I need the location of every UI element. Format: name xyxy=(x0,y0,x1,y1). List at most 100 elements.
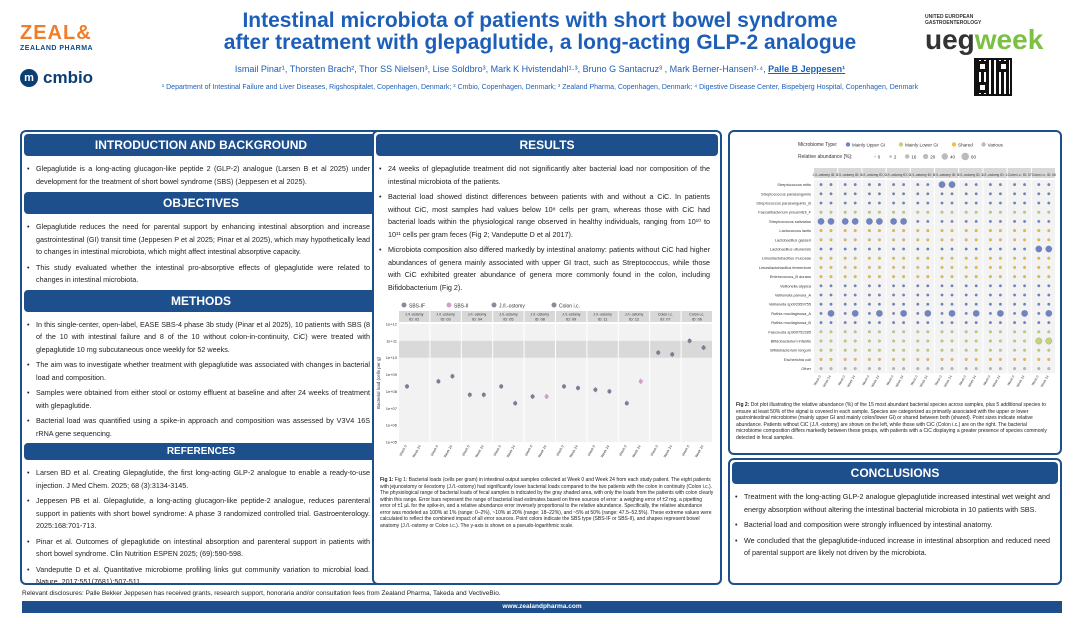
cmbio-wordmark: cmbio xyxy=(43,68,94,87)
fig2-dot-10-4-0 xyxy=(916,275,920,279)
conclusion-item-2: We concluded that the glepaglutide-induc… xyxy=(735,535,1050,560)
fig2-dot-20-0-1 xyxy=(829,367,833,371)
objectives-list: Glepaglutide reduces the need for parent… xyxy=(22,216,380,287)
fig2-dot-9-7-1 xyxy=(999,265,1002,269)
fig2-dot-5-3-0 xyxy=(892,229,896,232)
fig1-strip-group-4: J./I.-ostomy xyxy=(531,313,550,317)
fig2-dot-19-7-0 xyxy=(989,357,992,361)
footer-url-link[interactable]: www.zealandpharma.com xyxy=(22,601,1062,613)
fig2-dot-1-3-1 xyxy=(902,192,906,196)
fig2-dot-10-0-0 xyxy=(819,275,823,279)
qr-code-icon[interactable] xyxy=(974,58,1012,96)
authors: Ismail Pinar¹, Thorsten Brach², Thor SS … xyxy=(150,64,930,74)
fig2-dot-20-8-1 xyxy=(1023,367,1027,371)
fig2-dot-11-4-1 xyxy=(926,284,930,288)
fig2-dot-6-4-0 xyxy=(916,238,920,242)
intro-list: Glepaglutide is a long-acting glucagon-l… xyxy=(22,158,380,188)
fig1-strip-id-0: ID: 02 xyxy=(409,318,419,322)
fig2-dot-15-9-1 xyxy=(1047,321,1051,325)
fig2-dot-17-2-1 xyxy=(877,339,881,343)
fig2-dot-14-6-0 xyxy=(964,311,968,315)
fig2-dot-18-3-0 xyxy=(892,348,896,352)
fig2-chart: Microbiome Type: Mainly Upper GI Mainly Lo… xyxy=(756,142,1056,388)
fig2-strip-4 xyxy=(910,168,934,178)
fig2-dot-15-1-0 xyxy=(843,321,847,325)
fig2-dot-12-0-1 xyxy=(829,293,833,297)
fig2-dot-20-7-0 xyxy=(989,367,992,371)
fig2-col-bg-0 xyxy=(814,180,838,374)
references-list: Larsen BD et al. Creating Glepaglutide, … xyxy=(22,462,380,583)
fig2-dot-1-2-0 xyxy=(867,192,871,196)
fig1-strip-id-5: ID: 09 xyxy=(566,318,576,322)
fig2-dot-2-3-1 xyxy=(902,201,906,205)
fig2-dot-11-9-1 xyxy=(1047,284,1051,288)
fig2-dot-8-2-1 xyxy=(877,256,881,260)
fig2-type-name-3: Various xyxy=(988,143,1004,148)
fig2-dot-4-1-0 xyxy=(841,218,849,225)
fig2-dot-5-1-0 xyxy=(843,229,847,232)
fig1-strip-group-6: J./I.-ostomy xyxy=(593,313,612,317)
conclusion-item-1: Bacterial load and composition were stro… xyxy=(735,519,1050,532)
fig2-dot-16-0-0 xyxy=(819,330,823,334)
fig2-xtick-8-0: Week 0 xyxy=(1006,375,1015,387)
fig2-strip-9 xyxy=(1031,168,1055,178)
fig2-dot-9-4-1 xyxy=(926,265,930,269)
fig2-dot-12-4-0 xyxy=(916,293,920,297)
fig2-dot-13-4-0 xyxy=(916,302,920,306)
fig2-species-7: Lactobacillus ultunensis xyxy=(770,247,811,252)
fig1-legend-marker-2 xyxy=(491,302,497,308)
fig2-dot-0-4-1 xyxy=(926,183,930,186)
fig2-dot-5-7-1 xyxy=(999,229,1002,232)
fig2-dot-0-6-0 xyxy=(964,183,968,186)
fig2-dot-6-3-0 xyxy=(892,238,896,242)
fig1-physio-range-2 xyxy=(461,340,493,358)
fig2-dot-15-4-1 xyxy=(926,321,930,325)
fig2-dot-6-6-1 xyxy=(974,238,978,242)
objectives-heading: OBJECTIVES xyxy=(24,192,378,214)
fig2-dot-20-2-0 xyxy=(867,367,871,371)
fig2-xtick-1-1: Week 24 xyxy=(846,375,856,388)
fig2-dot-15-6-1 xyxy=(974,321,978,325)
fig2-dot-18-6-0 xyxy=(964,348,968,352)
fig2-dot-19-2-1 xyxy=(877,357,881,361)
fig2-xtick-3-0: Week 0 xyxy=(885,375,894,387)
fig2-col-bg-5 xyxy=(935,180,959,374)
disclosures: Relevant disclosures: Palle Bekker Jeppe… xyxy=(22,590,501,597)
fig2-dot-15-3-0 xyxy=(892,321,896,325)
fig2-xtick-9-1: Week 24 xyxy=(1040,375,1050,388)
fig2-strip-label-9: Colon i.c. ID: 06 xyxy=(1032,173,1056,177)
fig2-dot-7-4-1 xyxy=(926,247,930,251)
fig1-strip-id-9: ID: 06 xyxy=(692,318,702,322)
fig2-dot-5-1-1 xyxy=(853,229,857,232)
fig2-xtick-0-0: Week 0 xyxy=(813,375,822,387)
fig2-type-marker-1 xyxy=(898,142,904,147)
fig2-dot-7-7-0 xyxy=(989,247,992,251)
fig2-dot-19-4-0 xyxy=(916,357,920,361)
fig2-dot-13-9-1 xyxy=(1047,302,1051,306)
fig2-dot-20-9-1 xyxy=(1047,367,1051,371)
fig2-dot-19-1-0 xyxy=(843,357,847,361)
fig2-dot-17-6-1 xyxy=(974,339,978,343)
fig2-dot-15-2-0 xyxy=(867,321,871,325)
fig2-dot-10-9-1 xyxy=(1047,275,1051,279)
fig2-dot-20-4-1 xyxy=(926,367,930,371)
fig2-xtick-3-1: Week 24 xyxy=(895,375,905,388)
fig2-dot-7-2-1 xyxy=(877,247,881,251)
fig2-size-marker-3 xyxy=(923,153,929,160)
fig2-dot-14-2-1 xyxy=(876,310,883,317)
fig2-dot-4-1-1 xyxy=(851,218,859,225)
fig2-dot-8-5-1 xyxy=(950,256,954,260)
intro-heading: INTRODUCTION AND BACKGROUND xyxy=(24,134,378,156)
fig2-dot-7-9-1 xyxy=(1045,245,1053,253)
fig2-dot-7-4-0 xyxy=(916,247,920,251)
fig2-dot-5-6-1 xyxy=(974,229,978,232)
fig2-dot-12-9-0 xyxy=(1037,293,1041,297)
fig1-strip-group-1: J./I.-ostomy xyxy=(436,313,455,317)
fig2-dot-17-9-0 xyxy=(1035,337,1043,345)
fig2-strip-1 xyxy=(838,168,862,178)
fig1-strip-id-8: ID: 07 xyxy=(660,318,670,322)
fig2-dot-8-7-1 xyxy=(999,256,1002,260)
conclusions-panel: CONCLUSIONS Treatment with the long-acti… xyxy=(728,458,1062,585)
fig2-dot-6-7-0 xyxy=(989,238,992,242)
fig2-dot-17-7-1 xyxy=(999,339,1002,343)
